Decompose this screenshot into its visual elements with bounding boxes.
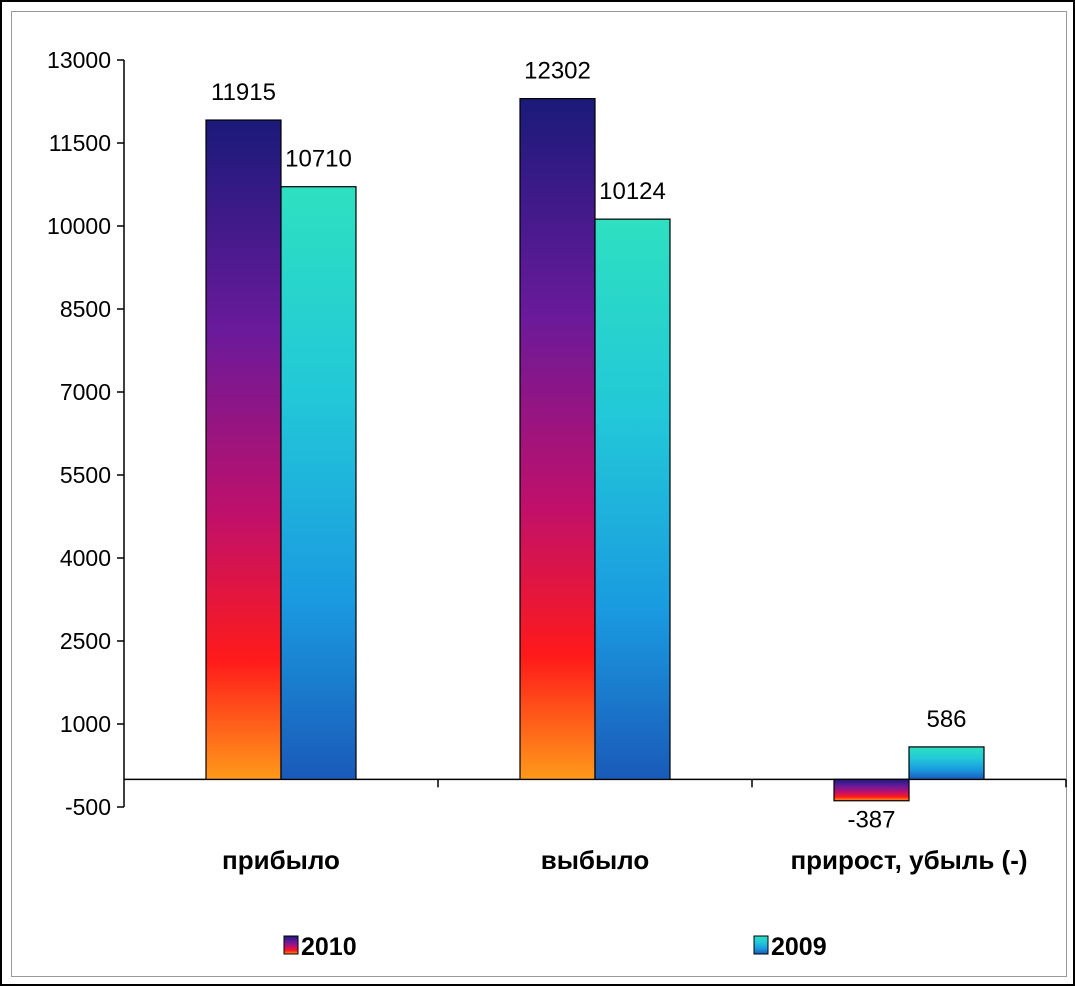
category-label: прибыло xyxy=(222,845,340,875)
y-tick-label: 8500 xyxy=(60,296,111,322)
bar-2010 xyxy=(519,98,596,780)
y-tick-label: 13000 xyxy=(47,47,111,73)
legend-label: 2010 xyxy=(301,933,357,961)
bars xyxy=(205,98,985,802)
y-tick-label: 10000 xyxy=(47,213,111,239)
bar-2009 xyxy=(280,186,357,780)
data-label: 12302 xyxy=(524,58,591,85)
y-tick-label: 1000 xyxy=(60,711,111,737)
y-tick-label: 2500 xyxy=(60,628,111,654)
data-label: 10710 xyxy=(285,146,352,173)
y-tick-label: -500 xyxy=(65,794,111,820)
category-label: выбыло xyxy=(541,845,650,875)
bar-2009 xyxy=(594,218,671,780)
data-label: -387 xyxy=(847,807,895,834)
bar-2010 xyxy=(205,119,282,780)
bar-2010 xyxy=(833,778,910,802)
data-labels: 11915 10710 12302 10124 -387 586 xyxy=(211,58,967,834)
legend-label: 2009 xyxy=(771,933,827,961)
data-label: 10124 xyxy=(599,178,666,205)
y-tick-label: 11500 xyxy=(49,130,111,156)
chart-inner-border xyxy=(11,11,1067,977)
data-label: 11915 xyxy=(211,79,276,106)
category-label: прирост, убыль (-) xyxy=(790,845,1027,875)
legend: 2010 2009 xyxy=(283,933,827,961)
bar-2009 xyxy=(908,746,985,780)
y-tick-label: 4000 xyxy=(60,545,111,571)
legend-swatch-2010 xyxy=(283,935,299,955)
data-label: 586 xyxy=(926,706,966,733)
legend-swatch-2009 xyxy=(753,935,769,955)
y-tick-label: 7000 xyxy=(60,379,111,405)
y-tick-label: 5500 xyxy=(60,462,111,488)
